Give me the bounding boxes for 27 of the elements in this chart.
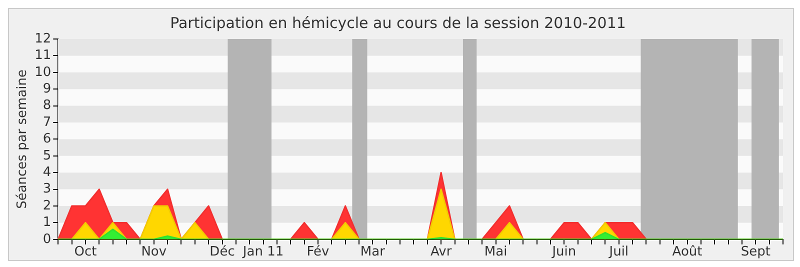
y-tick-label: 7	[42, 114, 52, 130]
x-tick-label: Fév	[306, 244, 330, 260]
y-tick-label: 4	[42, 164, 52, 180]
y-tick-label: 9	[42, 81, 52, 96]
y-tick-label: 2	[42, 198, 52, 214]
x-tick-label: Oct	[74, 244, 97, 260]
y-tick-label: 6	[42, 132, 52, 147]
x-tick-label: Avr	[430, 244, 452, 260]
y-tick-label: 10	[34, 64, 52, 80]
x-tick-label: Mai	[484, 244, 508, 260]
y-tick-label: 1	[42, 215, 52, 230]
x-tick-label: Août	[672, 244, 702, 260]
y-tick-label: 12	[34, 31, 52, 46]
x-tick-label: Sept	[740, 244, 770, 260]
x-tick-label: Juil	[608, 244, 629, 260]
x-tick-label: Déc	[210, 244, 235, 260]
x-tick-label: Mar	[360, 244, 386, 260]
y-tick-label: 8	[42, 98, 52, 114]
y-tick-label: 3	[42, 182, 52, 197]
x-tick-label: Juin	[551, 244, 576, 260]
x-tick-label: Nov	[141, 244, 167, 260]
x-tick-label: Jan 11	[242, 244, 284, 260]
y-tick-label: 5	[42, 148, 52, 164]
y-tick-label: 0	[42, 232, 52, 247]
chart-title: Participation en hémicycle au cours de la session 2010-2011	[170, 14, 626, 32]
y-axis-title: Séances par semaine	[15, 69, 30, 209]
y-tick-label: 11	[34, 48, 52, 64]
